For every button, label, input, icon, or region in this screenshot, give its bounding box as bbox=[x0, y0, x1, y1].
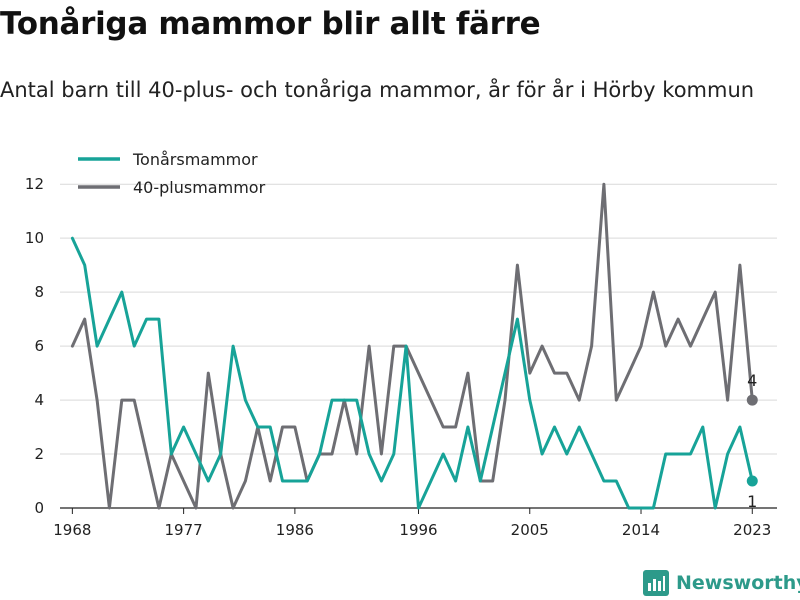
y-tick-label: 10 bbox=[25, 229, 44, 247]
y-tick-label: 6 bbox=[34, 337, 44, 355]
y-tick-label: 4 bbox=[34, 391, 44, 409]
x-tick-label: 2023 bbox=[733, 521, 771, 539]
brand-logo: Newsworthy bbox=[643, 568, 800, 598]
y-tick-label: 8 bbox=[34, 283, 44, 301]
chart-subtitle: Antal barn till 40-plus- och tonåriga ma… bbox=[0, 78, 755, 102]
series-line-40-plusmammor bbox=[70, 182, 754, 510]
y-tick-label: 0 bbox=[34, 499, 44, 517]
end-point-40-plusmammor bbox=[746, 394, 758, 406]
gridlines bbox=[60, 183, 777, 455]
end-value-label: 1 bbox=[747, 492, 757, 511]
x-tick-label: 2014 bbox=[622, 521, 660, 539]
x-tick-label: 2005 bbox=[511, 521, 549, 539]
legend-label: 40-plusmammor bbox=[133, 178, 266, 197]
y-tick-label: 2 bbox=[34, 445, 44, 463]
y-tick-label: 12 bbox=[25, 175, 44, 193]
legend-label: Tonårsmammor bbox=[132, 150, 258, 169]
x-tick-label: 1977 bbox=[165, 521, 203, 539]
chart-title: Tonåriga mammor blir allt färre bbox=[0, 6, 541, 42]
newsworthy-logo-icon bbox=[643, 570, 669, 596]
y-axis: 0 2 4 6 8 10 12 bbox=[25, 175, 44, 517]
legend: Tonårsmammor 40-plusmammor bbox=[78, 150, 266, 197]
series-lines: 41 bbox=[70, 182, 758, 511]
x-tick-label: 1968 bbox=[53, 521, 91, 539]
end-value-label: 4 bbox=[747, 371, 757, 390]
x-tick-label: 1986 bbox=[276, 521, 314, 539]
x-tick-label: 1996 bbox=[399, 521, 437, 539]
x-axis: 1968 1977 1986 1996 2005 2014 2023 bbox=[53, 507, 777, 539]
brand-name: Newsworthy bbox=[676, 572, 800, 594]
end-point-ton-rsmammor bbox=[746, 475, 758, 487]
series-line-ton-rsmammor bbox=[70, 236, 754, 510]
